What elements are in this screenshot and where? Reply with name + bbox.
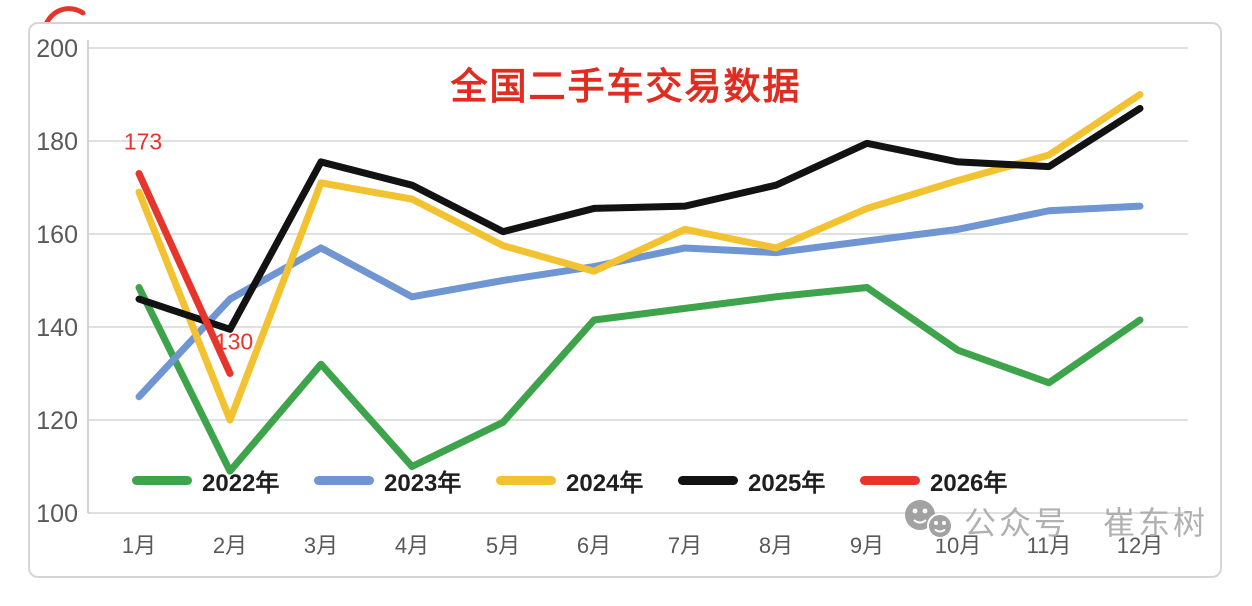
watermark: 公众号 崔东树 xyxy=(902,498,1208,544)
legend-item-2024年: 2024年 xyxy=(496,463,678,498)
legend-swatch xyxy=(314,475,374,485)
legend-item-2022年: 2022年 xyxy=(132,463,314,498)
legend-label: 2025年 xyxy=(748,469,826,497)
chart-legend: 2022年 2023年 2024年 2025年 2026年 xyxy=(132,462,1042,498)
legend-item-2026年: 2026年 xyxy=(860,463,1042,498)
legend-swatch xyxy=(678,475,738,485)
legend-swatch xyxy=(132,475,192,485)
wechat-icon xyxy=(905,500,953,539)
red-annotation-stroke xyxy=(43,6,86,27)
legend-label: 2026年 xyxy=(930,469,1008,497)
watermark-text-prefix: 公众号 xyxy=(964,505,1070,541)
legend-item-2025年: 2025年 xyxy=(678,463,860,498)
legend-swatch xyxy=(860,475,920,485)
legend-item-2023年: 2023年 xyxy=(314,463,496,498)
legend-label: 2023年 xyxy=(384,469,462,497)
watermark-text-name: 崔东树 xyxy=(1103,505,1209,541)
legend-swatch xyxy=(496,475,556,485)
legend-label: 2022年 xyxy=(202,469,280,497)
legend-label: 2024年 xyxy=(566,469,644,497)
chart-title: 全国二手车交易数据 xyxy=(450,66,802,107)
